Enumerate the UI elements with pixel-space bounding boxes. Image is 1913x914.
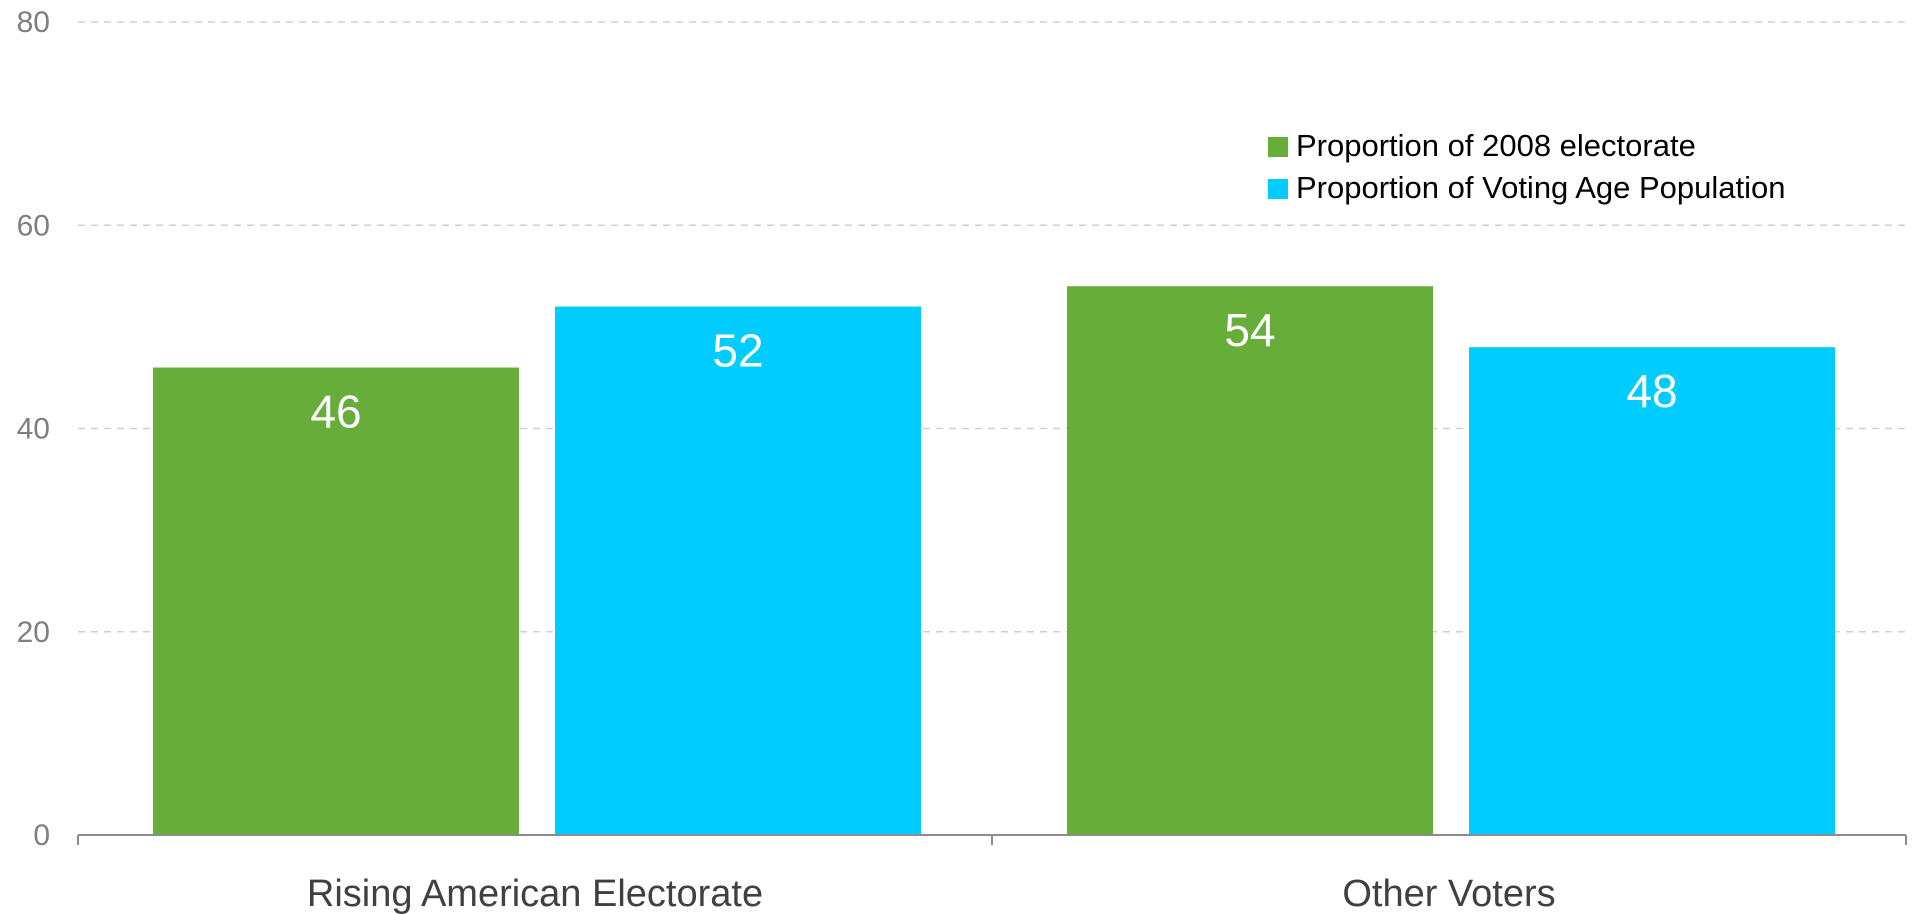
bar-electorate-2008-0 (153, 367, 519, 835)
x-category-label-1: Other Voters (1342, 873, 1555, 914)
data-labels: 46 52 54 48 (310, 304, 1677, 437)
data-label-1-1: 48 (1626, 365, 1677, 417)
y-tick-label-80: 80 (17, 6, 50, 39)
bar-voting-age-population-1 (1469, 347, 1835, 835)
y-tick-label-40: 40 (17, 413, 50, 446)
legend-label-0: Proportion of 2008 electorate (1296, 128, 1696, 163)
bar-voting-age-population-0 (555, 306, 921, 835)
legend: Proportion of 2008 electorate Proportion … (1268, 128, 1785, 205)
data-label-0-0: 46 (310, 386, 361, 438)
data-label-1-0: 52 (712, 325, 763, 377)
category-labels: Rising American Electorate Other Voters (307, 873, 1556, 914)
legend-swatch-0 (1268, 137, 1288, 157)
legend-label-1: Proportion of Voting Age Population (1296, 170, 1785, 205)
bar-electorate-2008-1 (1067, 286, 1433, 836)
y-tick-label-0: 0 (33, 819, 50, 852)
y-axis-ticks: 0 20 40 60 80 (17, 6, 50, 852)
x-axis (77, 834, 1907, 845)
legend-swatch-1 (1268, 179, 1288, 199)
x-category-label-0: Rising American Electorate (307, 873, 763, 914)
data-label-0-1: 54 (1224, 304, 1275, 356)
y-tick-label-20: 20 (17, 616, 50, 649)
bars (153, 286, 1835, 836)
y-tick-label-60: 60 (17, 209, 50, 242)
